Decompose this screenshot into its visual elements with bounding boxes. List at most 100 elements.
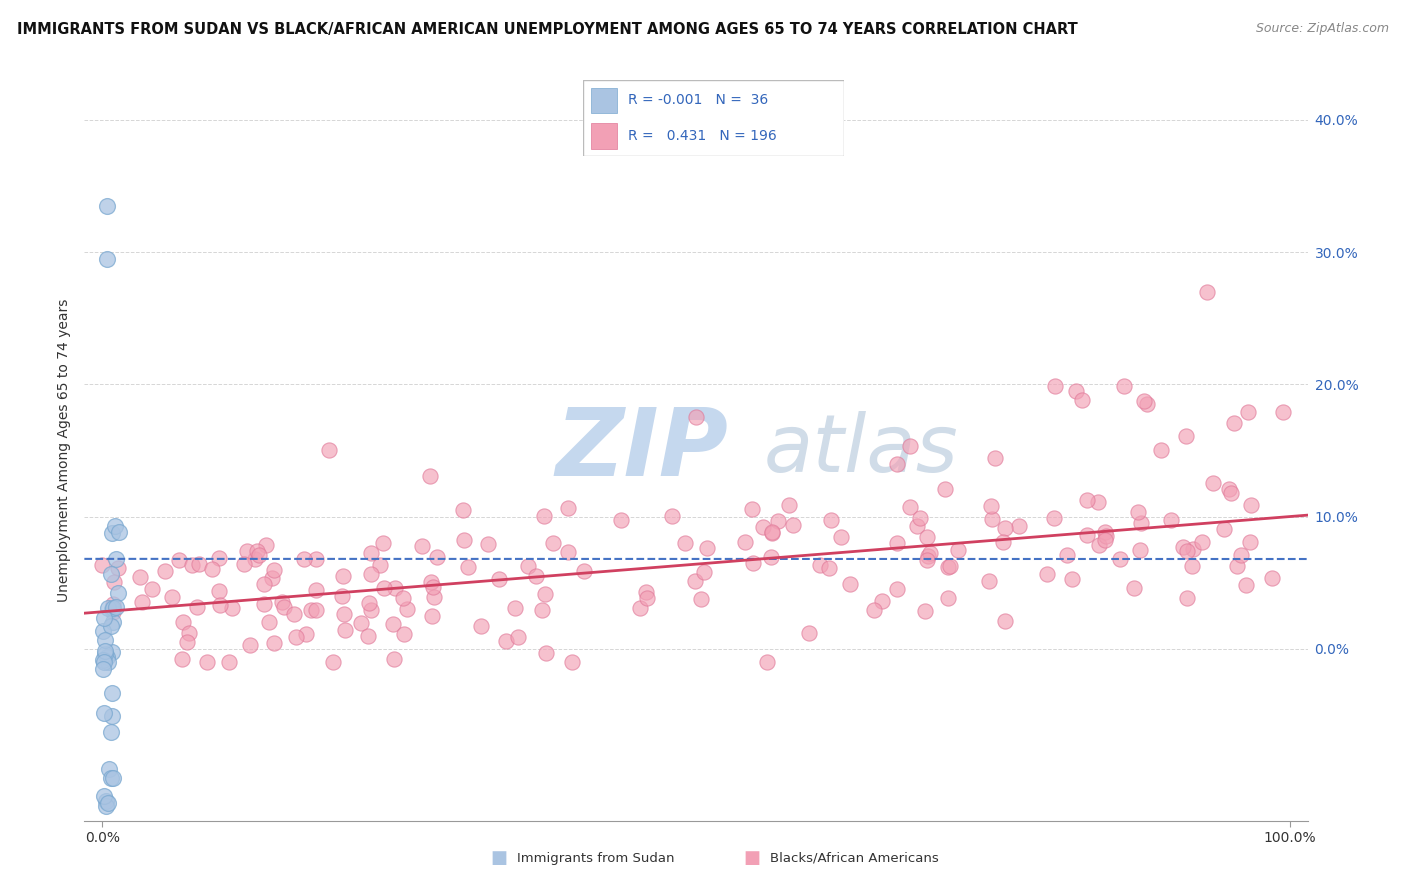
Point	[734, 534, 756, 549]
Point	[1087, 495, 1109, 509]
Point	[981, 512, 1004, 526]
Point	[766, 514, 789, 528]
Point	[100, 645, 122, 659]
Point	[236, 543, 259, 558]
Point	[991, 534, 1014, 549]
Point	[254, 538, 277, 552]
Point	[245, 551, 267, 566]
Point	[177, 625, 200, 640]
Point	[100, 619, 122, 633]
Point	[360, 567, 382, 582]
Point	[1218, 483, 1240, 497]
Point	[318, 442, 340, 457]
Text: atlas: atlas	[763, 411, 957, 490]
Point	[898, 439, 921, 453]
Point	[782, 518, 804, 533]
Point	[1240, 498, 1263, 512]
Point	[1094, 525, 1116, 540]
Point	[457, 560, 479, 574]
Point	[536, 646, 558, 660]
Point	[381, 617, 404, 632]
Point	[1223, 416, 1246, 430]
Point	[1129, 543, 1152, 558]
Point	[696, 541, 718, 555]
Point	[530, 603, 553, 617]
Point	[98, 762, 121, 776]
Point	[1271, 405, 1294, 419]
Point	[91, 558, 114, 573]
Point	[1191, 535, 1213, 549]
Point	[104, 600, 127, 615]
Point	[425, 549, 447, 564]
FancyBboxPatch shape	[583, 80, 844, 156]
Point	[423, 590, 446, 604]
Point	[195, 655, 218, 669]
Point	[524, 569, 547, 583]
Point	[330, 589, 353, 603]
Point	[93, 611, 115, 625]
Point	[357, 629, 380, 643]
Point	[673, 536, 696, 550]
Point	[817, 560, 839, 574]
Point	[742, 556, 765, 570]
Point	[1261, 571, 1284, 585]
Point	[93, 644, 115, 658]
Point	[477, 537, 499, 551]
Point	[453, 533, 475, 548]
Point	[107, 561, 129, 575]
Point	[636, 591, 658, 605]
Point	[221, 601, 243, 615]
Point	[1175, 591, 1198, 605]
Point	[808, 558, 831, 572]
Point	[101, 772, 124, 786]
Point	[233, 557, 256, 571]
Point	[506, 631, 529, 645]
Point	[741, 501, 763, 516]
Point	[253, 577, 276, 591]
Point	[778, 499, 800, 513]
Point	[257, 615, 280, 629]
Point	[917, 549, 939, 563]
Point	[271, 595, 294, 609]
Point	[333, 607, 356, 621]
Point	[1181, 558, 1204, 573]
Point	[97, 601, 120, 615]
Point	[107, 585, 129, 599]
Point	[176, 634, 198, 648]
Point	[295, 626, 318, 640]
Point	[451, 503, 474, 517]
Point	[169, 553, 191, 567]
Point	[333, 623, 356, 637]
Point	[153, 564, 176, 578]
Point	[181, 558, 204, 572]
Point	[360, 546, 382, 560]
Point	[1160, 513, 1182, 527]
Point	[934, 482, 956, 496]
Point	[101, 600, 124, 615]
Point	[172, 651, 194, 665]
Point	[557, 501, 579, 516]
Point	[557, 545, 579, 559]
Point	[305, 552, 328, 566]
Point	[1064, 384, 1087, 398]
Point	[863, 602, 886, 616]
Point	[914, 604, 936, 618]
Point	[915, 530, 938, 544]
Point	[218, 655, 240, 669]
Point	[1128, 505, 1150, 519]
Text: ■: ■	[491, 849, 508, 867]
Point	[96, 799, 118, 814]
Point	[1088, 538, 1111, 552]
Text: R = -0.001   N =  36: R = -0.001 N = 36	[627, 94, 768, 107]
Point	[683, 574, 706, 588]
Point	[983, 451, 1005, 466]
Text: IMMIGRANTS FROM SUDAN VS BLACK/AFRICAN AMERICAN UNEMPLOYMENT AMONG AGES 65 TO 74: IMMIGRANTS FROM SUDAN VS BLACK/AFRICAN A…	[17, 22, 1077, 37]
Point	[101, 525, 124, 540]
Point	[91, 662, 114, 676]
Point	[1112, 379, 1135, 393]
Point	[503, 600, 526, 615]
Point	[141, 582, 163, 596]
Point	[939, 559, 962, 574]
Point	[304, 602, 326, 616]
Point	[129, 570, 152, 584]
